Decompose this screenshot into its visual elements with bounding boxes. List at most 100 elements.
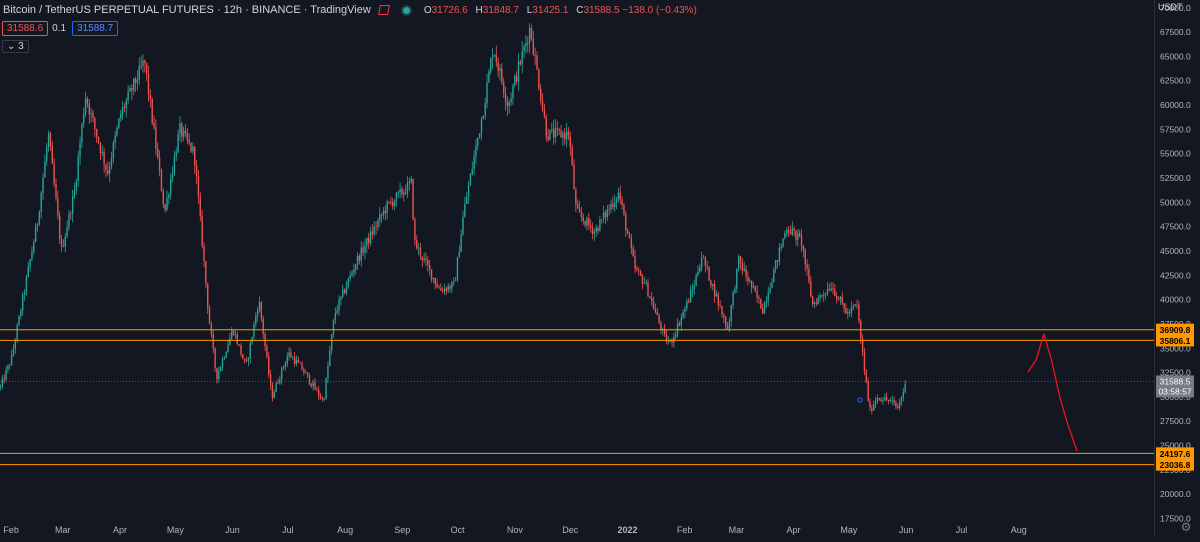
candle-body xyxy=(786,229,788,234)
market-status-icon xyxy=(402,6,410,14)
candle-body xyxy=(878,398,880,400)
candle-body xyxy=(258,302,261,311)
symbol-title[interactable]: Bitcoin / TetherUS PERPETUAL FUTURES · 1… xyxy=(3,4,371,16)
candle-body xyxy=(10,354,13,365)
time-tick-label: Apr xyxy=(787,525,801,535)
level-price-badge xyxy=(1156,458,1194,471)
candle-body xyxy=(14,340,16,349)
time-tick-label: Sep xyxy=(394,525,410,535)
level-price-label: 23036.8 xyxy=(1160,460,1191,470)
candle-body xyxy=(582,217,584,221)
candle-body xyxy=(168,194,170,199)
candle-body xyxy=(784,233,786,239)
candle-body xyxy=(90,112,92,115)
candle-body xyxy=(865,371,867,383)
candle-body xyxy=(59,215,61,239)
candle-body xyxy=(719,304,721,306)
sell-button[interactable]: 31588.6 xyxy=(2,21,49,36)
circle-marker-icon[interactable] xyxy=(857,397,863,403)
candle-body xyxy=(756,291,758,298)
time-tick-label: Aug xyxy=(337,525,353,535)
level-price-badge xyxy=(1156,323,1194,336)
candle-body xyxy=(471,169,473,175)
candle-body xyxy=(706,265,708,267)
candle-body xyxy=(321,398,324,400)
candle-body xyxy=(676,323,679,335)
indicators-toggle[interactable]: ⌄ 3 xyxy=(2,40,29,53)
candle-body xyxy=(393,200,396,206)
candle-body xyxy=(251,337,253,343)
candle-body xyxy=(591,227,594,235)
candle-body xyxy=(610,204,612,210)
candle-body xyxy=(562,133,564,138)
candle-body xyxy=(262,318,264,334)
time-axis[interactable]: Feb Mar Apr May Jun Jul Aug Sep Oct Nov Dec 2022 Feb… xyxy=(3,525,1026,535)
candle-body xyxy=(823,294,825,296)
candle-body xyxy=(588,218,590,225)
candle-body xyxy=(900,397,903,402)
candle-body xyxy=(845,308,847,314)
candle-body xyxy=(678,323,681,326)
candle-body xyxy=(417,247,420,249)
candle-body xyxy=(599,219,601,232)
flag-icon[interactable] xyxy=(377,5,390,15)
candle-body xyxy=(84,98,87,114)
currency-label[interactable]: USDT xyxy=(1158,2,1183,12)
candle-body xyxy=(869,400,871,408)
projection-path[interactable] xyxy=(1027,333,1078,452)
gear-icon[interactable]: ⚙ xyxy=(1180,520,1192,534)
candle-body xyxy=(571,147,573,165)
candle-body xyxy=(774,260,777,270)
candle-body xyxy=(656,311,658,315)
candle-body xyxy=(854,304,856,306)
candle-body xyxy=(353,270,355,273)
candle-body xyxy=(36,223,39,227)
candle-body xyxy=(730,305,732,322)
candle-body xyxy=(723,314,725,318)
candle-body xyxy=(238,344,240,345)
candle-body xyxy=(360,247,362,261)
candle-body xyxy=(240,344,242,355)
candle-body xyxy=(218,371,220,380)
candles xyxy=(0,23,906,415)
candle-body xyxy=(158,157,161,170)
candle-body xyxy=(614,202,616,208)
candle-body xyxy=(440,288,442,291)
candle-body xyxy=(658,314,660,323)
candle-body xyxy=(815,302,818,305)
candle-body xyxy=(403,192,405,195)
candle-body xyxy=(480,118,483,134)
candle-body xyxy=(301,363,303,370)
candle-body xyxy=(832,288,834,290)
candle-body xyxy=(604,212,607,218)
candle-body xyxy=(669,340,671,342)
candle-body xyxy=(375,226,377,228)
candle-body xyxy=(578,208,581,212)
candle-body xyxy=(430,269,433,280)
candle-body xyxy=(207,283,209,308)
price-tick-label: 57500.0 xyxy=(1160,124,1191,134)
candle-body xyxy=(762,308,764,314)
candle-body xyxy=(813,302,816,304)
candle-body xyxy=(638,270,640,272)
candle-body xyxy=(404,192,407,194)
candle-body xyxy=(53,163,55,184)
candle-body xyxy=(271,384,274,398)
candle-body xyxy=(713,284,716,297)
candle-body xyxy=(643,282,645,284)
candle-body xyxy=(64,236,66,247)
candle-body xyxy=(390,201,392,203)
time-tick-label: May xyxy=(840,525,858,535)
buy-button[interactable]: 31588.7 xyxy=(72,21,119,36)
candle-body xyxy=(577,204,579,209)
price-axis[interactable] xyxy=(1154,0,1200,537)
candle-body xyxy=(589,224,592,228)
candle-body xyxy=(253,324,255,338)
candle-body xyxy=(462,216,464,235)
candle-body xyxy=(445,288,448,291)
candle-body xyxy=(38,212,41,224)
projection-drawing[interactable] xyxy=(857,333,1078,452)
